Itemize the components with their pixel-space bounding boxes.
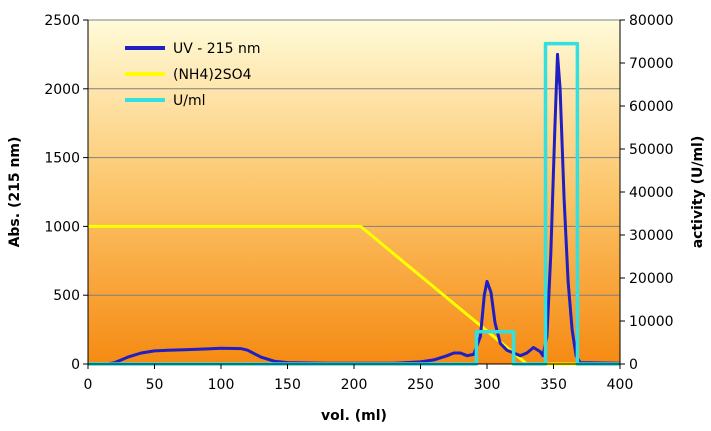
y-axis-title: Abs. (215 nm) bbox=[7, 137, 23, 248]
y-tick-label: 1000 bbox=[44, 219, 80, 235]
y2-tick-label: 40000 bbox=[629, 185, 674, 201]
y-tick-label: 2500 bbox=[44, 13, 80, 29]
legend-label-activity: U/ml bbox=[173, 93, 206, 109]
x-tick-label: 200 bbox=[341, 377, 368, 393]
y-tick-label: 500 bbox=[53, 288, 80, 304]
tick-labels: 0 50 100 150 200 250 300 350 400 0 500 1000 1500 2000… bbox=[44, 13, 673, 393]
x-tick-label: 0 bbox=[84, 377, 93, 393]
x-tick-label: 300 bbox=[474, 377, 501, 393]
legend-label-salt: (NH4)2SO4 bbox=[173, 67, 252, 83]
x-tick-label: 150 bbox=[274, 377, 301, 393]
y2-tick-label: 50000 bbox=[629, 142, 674, 158]
y-tick-label: 1500 bbox=[44, 151, 80, 167]
x-tick-label: 50 bbox=[146, 377, 164, 393]
x-tick-label: 400 bbox=[607, 377, 634, 393]
y2-tick-label: 20000 bbox=[629, 271, 674, 287]
series-line bbox=[88, 52, 621, 366]
y-tick-label: 0 bbox=[71, 357, 80, 373]
x-tick-label: 250 bbox=[407, 377, 434, 393]
y-tick-label: 2000 bbox=[44, 82, 80, 98]
y2-tick-label: 30000 bbox=[629, 228, 674, 244]
y2-tick-label: 70000 bbox=[629, 56, 674, 72]
x-tick-label: 100 bbox=[208, 377, 235, 393]
plot-area bbox=[88, 20, 620, 364]
y2-tick-label: 10000 bbox=[629, 314, 674, 330]
axes bbox=[83, 19, 625, 369]
y2-axis-title: activity (U/ml) bbox=[690, 136, 706, 249]
y2-tick-label: 60000 bbox=[629, 99, 674, 115]
legend: UV - 215 nm (NH4)2SO4 U/ml bbox=[125, 41, 260, 109]
x-tick-label: 350 bbox=[540, 377, 567, 393]
y2-tick-label: 80000 bbox=[629, 13, 674, 29]
x-axis-title: vol. (ml) bbox=[321, 408, 387, 424]
legend-label-uv: UV - 215 nm bbox=[173, 41, 260, 57]
y2-tick-label: 0 bbox=[629, 357, 638, 373]
